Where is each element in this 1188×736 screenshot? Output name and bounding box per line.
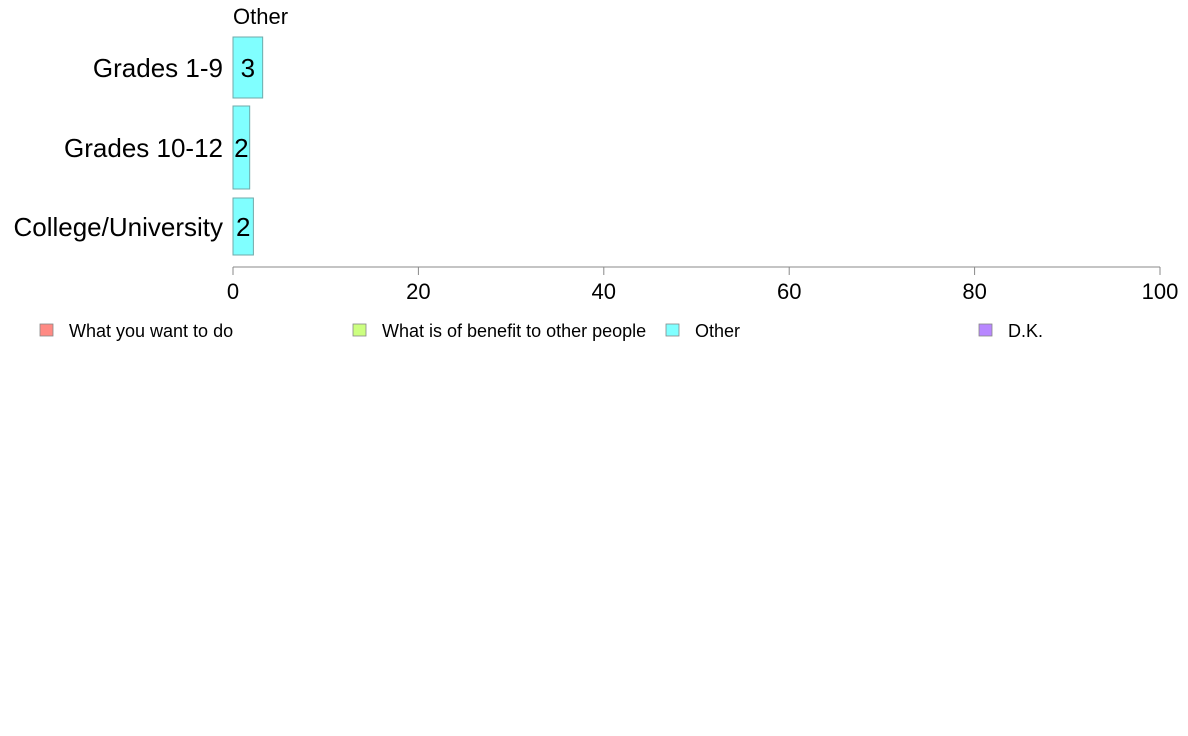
x-tick-label: 40 xyxy=(592,279,616,304)
x-tick-label: 20 xyxy=(406,279,430,304)
legend-label: Other xyxy=(695,321,740,341)
category-label: College/University xyxy=(13,212,223,242)
legend-label: What you want to do xyxy=(69,321,233,341)
bar xyxy=(232,197,254,256)
category-labels: Grades 1-9 Grades 10-12 College/University xyxy=(13,53,223,242)
x-axis: 0 20 40 60 80 100 xyxy=(227,266,1179,304)
legend-swatch xyxy=(39,323,54,337)
x-tick-label: 80 xyxy=(962,279,986,304)
panel-title: Other xyxy=(233,4,288,29)
bars xyxy=(232,36,264,256)
data-label: 2 xyxy=(236,212,250,242)
x-tick-label: 100 xyxy=(1142,279,1179,304)
legend-label: D.K. xyxy=(1008,321,1043,341)
legend: What you want to do What is of benefit to… xyxy=(39,321,1043,341)
bar xyxy=(232,36,264,99)
legend-swatch xyxy=(665,323,680,337)
category-label: Grades 1-9 xyxy=(93,53,223,83)
legend-label: What is of benefit to other people xyxy=(382,321,646,341)
data-labels: 3 2 2 xyxy=(234,53,255,242)
category-label: Grades 10-12 xyxy=(64,133,223,163)
x-tick-label: 0 xyxy=(227,279,239,304)
data-label: 2 xyxy=(234,133,248,163)
data-label: 3 xyxy=(241,53,255,83)
legend-swatch xyxy=(978,323,993,337)
legend-swatch xyxy=(352,323,367,337)
bar xyxy=(232,105,251,190)
x-tick-label: 60 xyxy=(777,279,801,304)
